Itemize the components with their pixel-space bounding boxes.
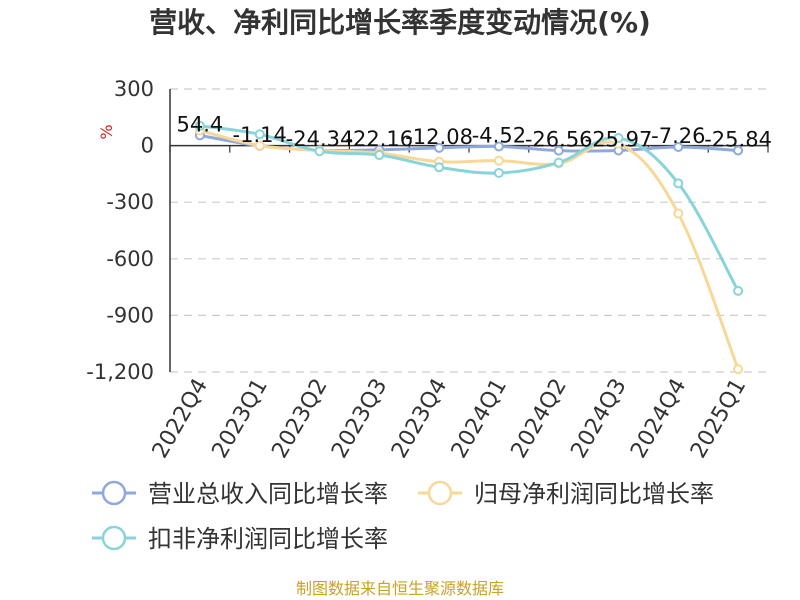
data-point <box>493 141 504 152</box>
legend-marker <box>101 525 127 551</box>
data-point <box>733 285 744 296</box>
series-lines <box>194 120 744 375</box>
data-point <box>553 157 564 168</box>
data-label: -25.97 <box>585 127 653 151</box>
y-tick-label: -1,200 <box>86 360 154 384</box>
data-point <box>434 142 445 153</box>
data-point <box>254 129 265 140</box>
y-tick-label: -600 <box>106 247 154 271</box>
legend-item-2: 归母净利润同比增长率 <box>418 480 714 508</box>
data-point <box>374 150 385 161</box>
data-label: -1.14 <box>233 123 287 147</box>
data-label: -12.08 <box>405 125 473 149</box>
series-line-2 <box>199 129 740 370</box>
axes: 300 0 -300 -600 -900 -1,200 <box>86 77 769 384</box>
x-tick-label: 2024Q1 <box>447 375 512 463</box>
data-point <box>493 167 504 178</box>
data-point <box>194 120 205 131</box>
series-line-3 <box>199 124 740 292</box>
data-point <box>733 364 744 375</box>
data-point <box>254 140 265 151</box>
x-tick-label: 2023Q2 <box>267 375 332 463</box>
y-tick-label: 0 <box>141 134 154 158</box>
y-tick-label: 300 <box>114 77 154 101</box>
y-tick-label: -300 <box>106 190 154 214</box>
data-label: 54.4 <box>177 112 224 136</box>
data-point <box>553 145 564 156</box>
data-label: -25.84 <box>704 127 772 151</box>
data-point <box>673 208 684 219</box>
x-tick-label: 2022Q4 <box>148 375 213 463</box>
legend-marker <box>101 480 127 506</box>
legend-marker <box>427 480 453 506</box>
data-point <box>434 162 445 173</box>
data-label: -22.16 <box>345 127 413 151</box>
data-label: -7.26 <box>651 124 705 148</box>
legend-label: 营业总收入同比增长率 <box>148 480 388 508</box>
source-note: 制图数据来自恒生聚源数据库 <box>296 579 504 598</box>
x-tick-labels: 2022Q42023Q12023Q22023Q32023Q42024Q12024… <box>148 374 752 462</box>
data-label: -4.52 <box>472 123 526 147</box>
data-point <box>613 133 624 144</box>
data-point <box>673 141 684 152</box>
x-tick-label: 2023Q4 <box>387 374 452 462</box>
x-tick-label: 2024Q3 <box>566 375 631 463</box>
data-point <box>314 146 325 157</box>
legend-label: 扣非净利润同比增长率 <box>148 525 388 553</box>
x-tick-label: 2024Q2 <box>507 375 572 463</box>
legend-item-1: 营业总收入同比增长率 <box>92 480 388 508</box>
data-label: -24.34 <box>286 127 354 151</box>
y-unit-label: % <box>97 124 116 139</box>
legend-item-3: 扣非净利润同比增长率 <box>92 525 388 553</box>
data-label: -26.56 <box>525 128 593 152</box>
x-tick-label: 2025Q1 <box>686 375 751 463</box>
chart-title: 营收、净利同比增长率季度变动情况(%) <box>149 6 651 39</box>
data-point <box>493 155 504 166</box>
grid <box>170 88 768 373</box>
data-point <box>673 178 684 189</box>
data-point <box>733 145 744 156</box>
x-tick-label: 2024Q4 <box>626 375 691 463</box>
legend-label: 归母净利润同比增长率 <box>474 480 714 508</box>
data-labels: 54.4 -1.14-24.34-22.16-12.08-4.52-26.56-2… <box>177 112 772 151</box>
x-tick-label: 2023Q3 <box>327 375 392 463</box>
y-tick-label: -900 <box>106 303 154 327</box>
x-tick-label: 2023Q1 <box>208 375 273 463</box>
